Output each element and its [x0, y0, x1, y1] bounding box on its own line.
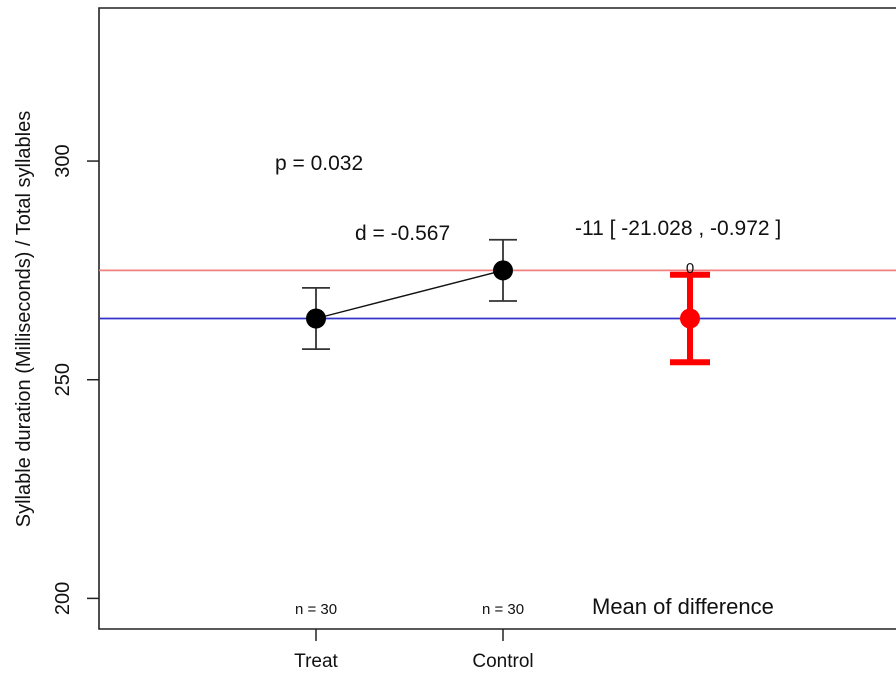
y-tick-label-1: 250: [52, 363, 74, 396]
x-axis: Treat Control: [294, 629, 534, 672]
y-axis: 200 250 300: [52, 144, 99, 615]
difference-label: Mean of difference: [592, 594, 774, 619]
difference-mean-point: [680, 308, 700, 329]
y-tick-label-0: 200: [52, 582, 74, 615]
n-label-0: n = 30: [295, 601, 337, 618]
n-label-1: n = 30: [482, 601, 524, 618]
p-value-annotation: p = 0.032: [275, 152, 363, 175]
effect-size-annotation: d = -0.567: [355, 222, 450, 245]
y-axis-label: Syllable duration (Milliseconds) / Total…: [13, 111, 35, 527]
x-tick-label-1: Control: [472, 651, 533, 672]
group-marks: n = 30 n = 30: [295, 238, 524, 618]
y-tick-label-2: 300: [52, 144, 74, 177]
difference-zero-label: 0: [686, 260, 694, 277]
difference-marks: 0: [670, 260, 710, 366]
connecting-line: [315, 269, 504, 320]
mean-point-1: [493, 260, 513, 281]
x-tick-label-0: Treat: [294, 651, 338, 672]
difference-ci-annotation: -11 [ -21.028 , -0.972 ]: [575, 217, 781, 240]
mean-point-0: [306, 308, 326, 329]
